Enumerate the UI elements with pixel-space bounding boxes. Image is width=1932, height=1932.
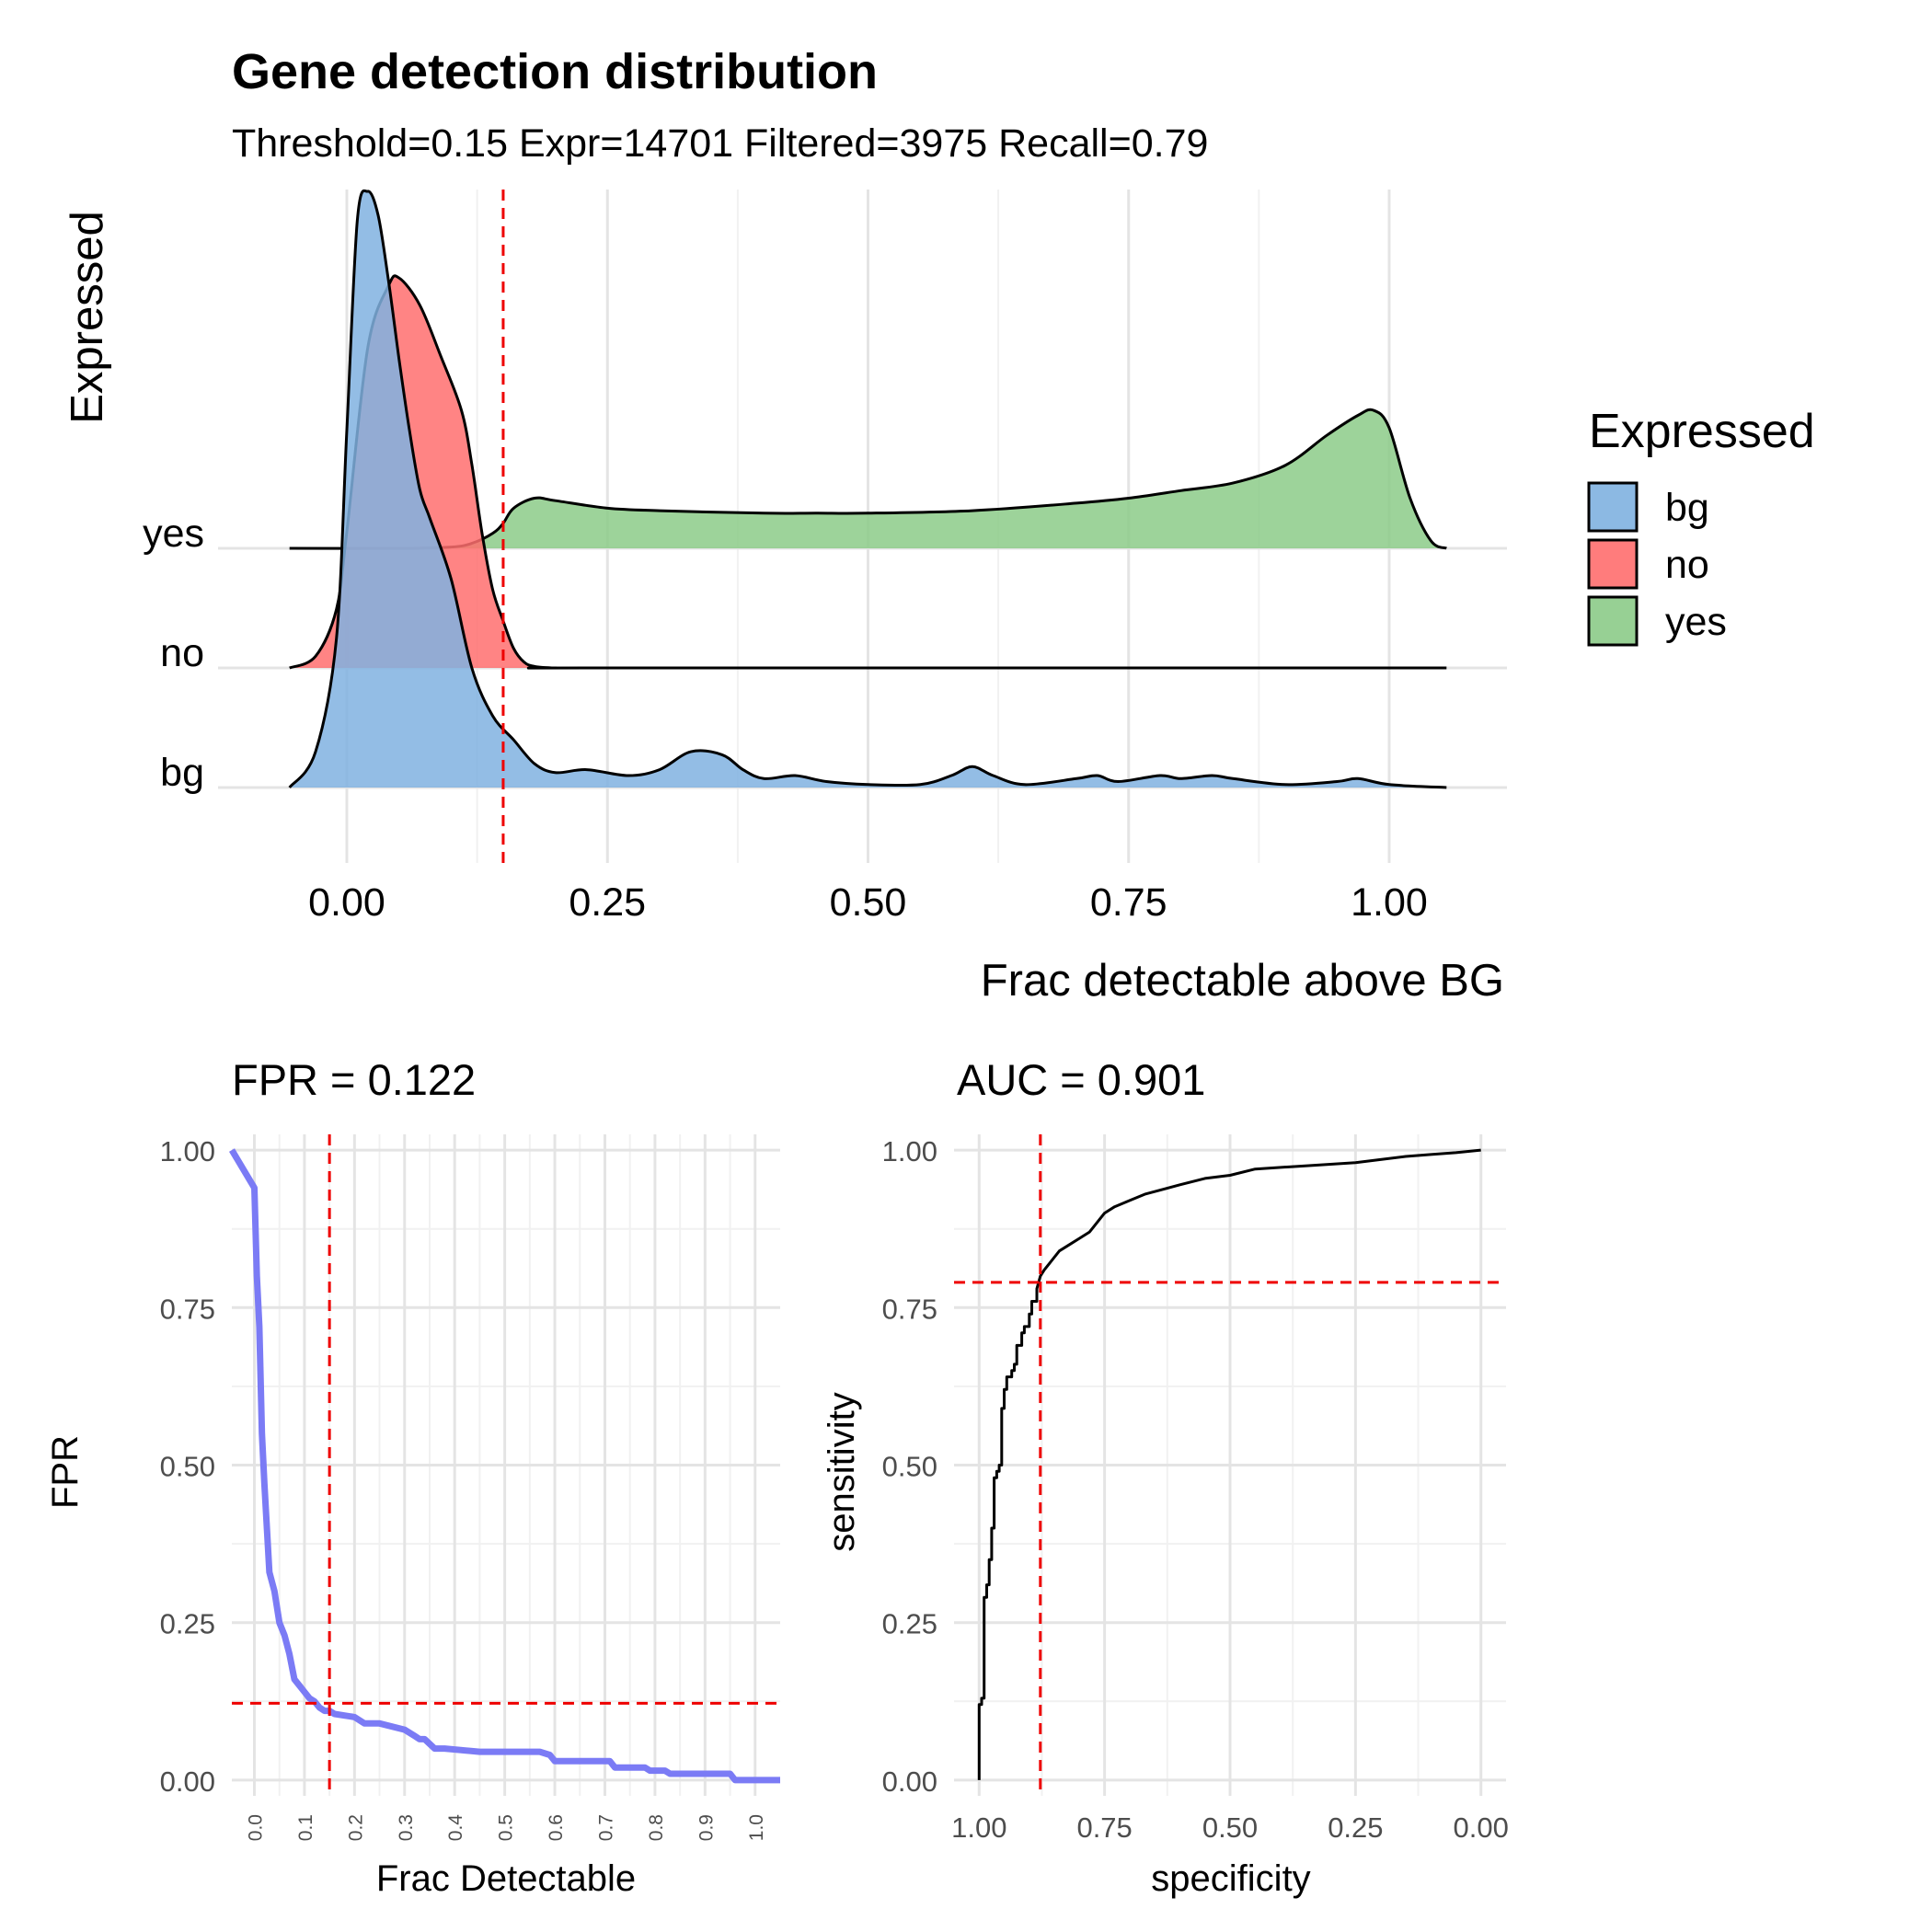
p2-x-tick-10: 1.0 xyxy=(746,1814,767,1841)
p3-x-tick-4: 0.00 xyxy=(1454,1811,1509,1844)
p3-x-tick-1: 0.75 xyxy=(1076,1811,1132,1844)
p3-y-axis-label: sensitivity xyxy=(822,1392,862,1551)
p2-series-line xyxy=(228,1148,780,1784)
p2-y-tick-3: 0.75 xyxy=(160,1293,215,1325)
p3-x-axis-label: specificity xyxy=(1151,1858,1310,1899)
ridge-fill-yes xyxy=(289,409,1447,549)
p2-fpr-curve xyxy=(228,1148,780,1784)
ridge-outline-yes xyxy=(289,408,1447,550)
legend-swatch-bg xyxy=(1587,481,1639,533)
p2-y-tick-4: 1.00 xyxy=(160,1135,215,1167)
p3-y-tick-4: 1.00 xyxy=(882,1135,937,1167)
p1-x-tick-4: 1.00 xyxy=(1351,880,1428,925)
p1-ridges xyxy=(288,189,1447,789)
p2-x-tick-4: 0.4 xyxy=(445,1814,466,1842)
fpr-panel: FPR = 0.122 0.000.250.500.751.00 0.0 0.1 0… xyxy=(45,1055,780,1899)
p1-x-tick-0: 0.00 xyxy=(308,880,385,925)
p2-title: FPR = 0.122 xyxy=(232,1055,476,1104)
p3-grid xyxy=(954,1134,1506,1796)
p1-x-tick-1: 0.25 xyxy=(569,880,646,925)
p3-y-tick-3: 0.75 xyxy=(882,1293,937,1325)
ridge-fill-bg xyxy=(289,190,1447,788)
p3-threshold-lines xyxy=(954,1134,1506,1796)
p2-x-tick-2: 0.2 xyxy=(345,1814,366,1841)
legend-label-yes: yes xyxy=(1665,600,1727,644)
p1-x-tick-2: 0.50 xyxy=(830,880,907,925)
roc-panel: AUC = 0.901 0.00 0.25 0.50 0.75 1.00 1.00 0.7… xyxy=(822,1055,1509,1899)
p3-series-line xyxy=(977,1148,1481,1780)
legend: Expressed bg no yes xyxy=(1587,405,1815,647)
p1-title: Gene detection distribution xyxy=(232,44,878,99)
ridge-outline-bg xyxy=(288,189,1447,789)
p2-y-tick-0: 0.00 xyxy=(160,1765,215,1798)
legend-swatch-yes xyxy=(1587,595,1639,647)
p1-x-axis-label: Frac detectable above BG xyxy=(981,956,1504,1006)
p1-x-tick-3: 0.75 xyxy=(1090,880,1167,925)
p2-x-tick-7: 0.7 xyxy=(596,1814,617,1841)
p1-y-tick-no: no xyxy=(160,631,204,675)
p1-y-tick-yes: yes xyxy=(143,512,204,556)
p3-roc-curve xyxy=(977,1148,1481,1780)
legend-label-no: no xyxy=(1665,543,1709,587)
p1-subtitle: Threshold=0.15 Expr=14701 Filtered=3975 … xyxy=(232,121,1208,166)
p2-y-tick-2: 0.50 xyxy=(160,1451,215,1483)
p3-y-tick-2: 0.50 xyxy=(882,1451,937,1483)
p3-y-tick-1: 0.25 xyxy=(882,1608,937,1640)
p3-y-tick-0: 0.00 xyxy=(882,1765,937,1798)
legend-title: Expressed xyxy=(1589,405,1815,458)
p3-title: AUC = 0.901 xyxy=(957,1055,1205,1104)
p2-x-tick-0: 0.0 xyxy=(246,1814,267,1841)
p2-x-tick-9: 0.9 xyxy=(696,1814,717,1841)
p2-x-tick-8: 0.8 xyxy=(646,1814,667,1841)
p3-x-tick-3: 0.25 xyxy=(1328,1811,1383,1844)
ridgeline-panel: Gene detection distribution Threshold=0.… xyxy=(63,44,1815,1006)
p2-x-tick-labels: 0.0 0.1 0.2 0.3 0.4 0.5 0.6 0.7 0.8 0.9 1.0 xyxy=(246,1814,767,1842)
p2-x-axis-label: Frac Detectable xyxy=(376,1858,636,1899)
p2-grid xyxy=(232,1134,780,1796)
p2-x-tick-1: 0.1 xyxy=(295,1814,316,1841)
p2-y-tick-1: 0.25 xyxy=(160,1608,215,1640)
p3-y-tick-labels: 0.00 0.25 0.50 0.75 1.00 xyxy=(882,1135,937,1798)
p1-y-tick-labels: bg no yes xyxy=(143,512,204,795)
legend-label-bg: bg xyxy=(1665,486,1709,530)
p2-y-axis-label: FPR xyxy=(45,1435,86,1509)
p2-y-tick-labels: 0.00 0.25 0.50 0.75 1.00 xyxy=(160,1135,215,1798)
p2-x-tick-6: 0.6 xyxy=(546,1814,567,1841)
p2-x-tick-5: 0.5 xyxy=(496,1814,517,1841)
legend-items: bg no yes xyxy=(1587,481,1727,647)
p1-y-tick-bg: bg xyxy=(160,751,204,795)
p3-x-tick-2: 0.50 xyxy=(1202,1811,1258,1844)
p3-x-tick-labels: 1.00 0.75 0.50 0.25 0.00 xyxy=(951,1811,1509,1844)
p2-x-tick-3: 0.3 xyxy=(396,1814,417,1841)
p1-y-axis-label: Expressed xyxy=(63,211,112,424)
legend-swatch-no xyxy=(1587,538,1639,590)
p1-x-tick-labels: 0.00 0.25 0.50 0.75 1.00 xyxy=(308,880,1428,925)
p3-x-tick-0: 1.00 xyxy=(951,1811,1006,1844)
